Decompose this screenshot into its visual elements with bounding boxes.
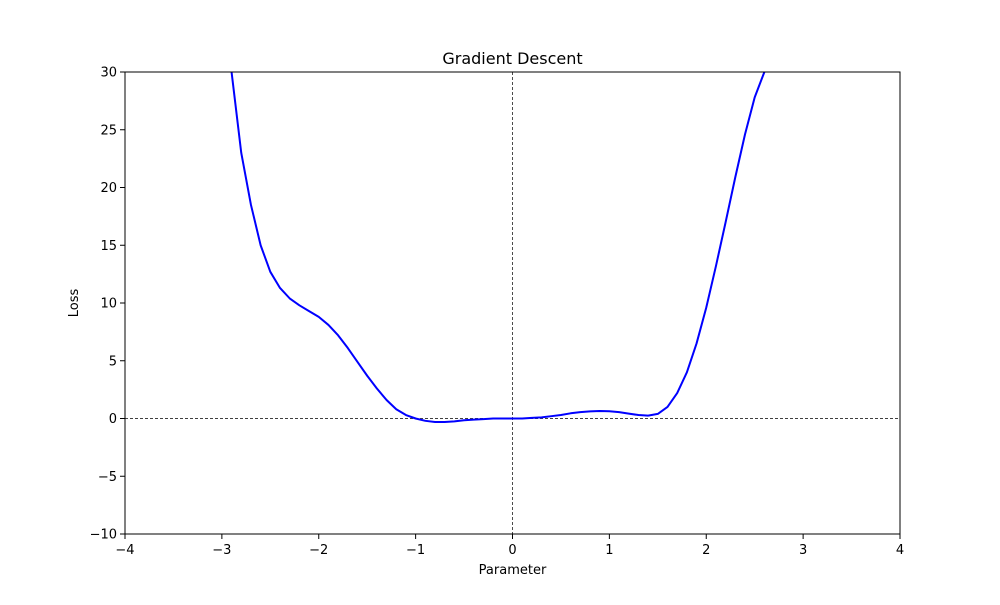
y-tick-label: 20 — [100, 181, 117, 196]
x-tick-label: 2 — [702, 543, 710, 558]
plot-frame — [124, 71, 901, 535]
y-tick-label: −5 — [98, 470, 117, 485]
y-tick-label: 15 — [100, 239, 117, 254]
reference-lines — [125, 72, 900, 534]
series-line-0 — [230, 72, 766, 423]
y-tick-label: 25 — [100, 123, 117, 138]
x-axis-label: Parameter — [479, 563, 547, 578]
x-tick-label: 0 — [508, 543, 516, 558]
y-axis: −10 −5 0 5 10 15 20 25 30 — [90, 66, 125, 543]
y-tick-label: 30 — [100, 66, 117, 81]
x-tick-label: 4 — [896, 543, 904, 558]
x-tick-label: 3 — [799, 543, 807, 558]
y-tick-label: 0 — [109, 412, 117, 427]
x-tick-label: −1 — [406, 543, 425, 558]
y-axis-label: Loss — [67, 289, 82, 318]
x-tick-label: −2 — [309, 543, 328, 558]
y-tick-label: 5 — [109, 354, 117, 369]
x-tick-label: 1 — [605, 543, 613, 558]
x-tick-label: −4 — [115, 543, 134, 558]
y-tick-label: −10 — [90, 528, 117, 543]
chart-title: Gradient Descent — [442, 49, 582, 68]
y-tick-label: 10 — [100, 297, 117, 312]
series-layer — [230, 72, 766, 423]
x-tick-label: −3 — [212, 543, 231, 558]
x-axis: −4 −3 −2 −1 0 1 2 3 4 — [115, 534, 904, 558]
